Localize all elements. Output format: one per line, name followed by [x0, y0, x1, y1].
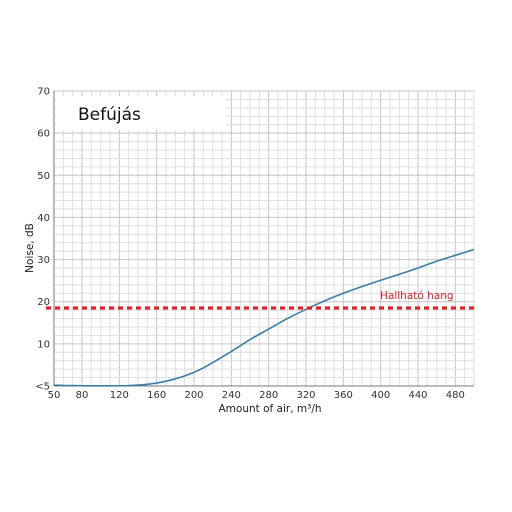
x-tick-label: 320: [296, 390, 315, 401]
x-tick-label: 50: [48, 390, 61, 401]
x-tick-label: 160: [147, 390, 166, 401]
x-tick-label: 280: [259, 390, 278, 401]
y-tick-label: <5: [35, 382, 50, 393]
title-box: [56, 96, 226, 130]
y-tick-label: 40: [37, 213, 50, 224]
tick-labels: 50 80 120 160 200 240 280 320 360 400 440 480 <5 10 20…: [35, 87, 465, 402]
x-axis-label: Amount of air, m³/h: [218, 403, 321, 415]
annotation-layer: Hallható hang: [46, 290, 474, 310]
x-tick-label: 240: [222, 390, 241, 401]
y-tick-label: 10: [37, 339, 50, 350]
x-tick-label: 200: [184, 390, 203, 401]
y-tick-label: 50: [37, 171, 50, 182]
y-tick-label: 70: [37, 87, 50, 98]
threshold-label: Hallható hang: [380, 290, 454, 302]
y-axis-label: Noise, dB: [24, 223, 36, 273]
x-tick-label: 400: [371, 390, 390, 401]
plot-area: [54, 91, 474, 386]
x-tick-label: 120: [110, 390, 129, 401]
y-tick-label: 30: [37, 255, 50, 266]
series-line: [53, 248, 475, 387]
y-tick-label: 60: [37, 129, 50, 140]
x-tick-label: 80: [76, 390, 89, 401]
y-tick-label: 20: [37, 297, 50, 308]
series-layer: [53, 248, 475, 387]
x-tick-label: 480: [446, 390, 465, 401]
x-tick-label: 360: [334, 390, 353, 401]
chart-title: Befújás: [78, 105, 141, 125]
x-tick-label: 440: [408, 390, 427, 401]
